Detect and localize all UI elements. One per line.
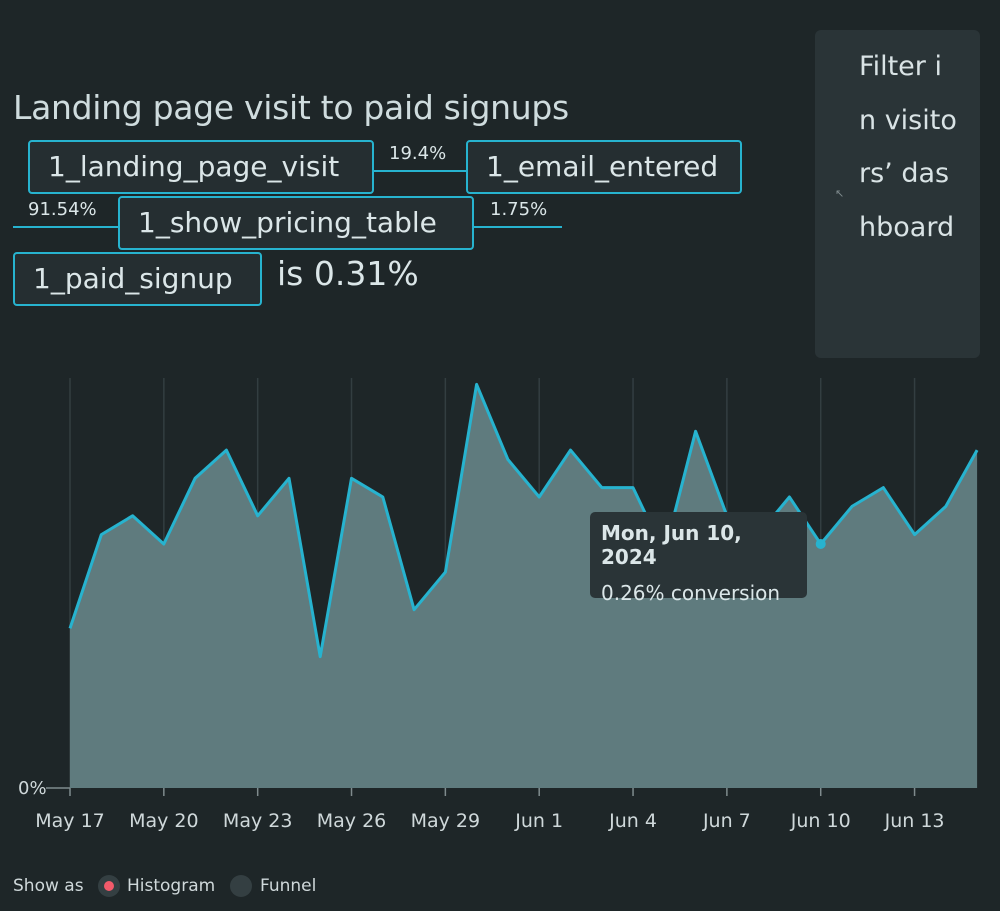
x-axis-label: May 17 (35, 810, 105, 832)
x-axis-label: Jun 13 (884, 810, 945, 832)
step-rate: 91.54% (28, 199, 97, 220)
x-axis-label: Jun 4 (608, 810, 657, 832)
step-rate: 1.75% (490, 199, 548, 220)
radio-funnel[interactable] (230, 875, 252, 897)
tooltip-value: 0.26% conversion (601, 581, 781, 605)
show-as-label: Show as (13, 876, 84, 896)
step-landing-page-visit[interactable]: 1_landing_page_visit (28, 140, 374, 194)
conversion-result: is 0.31% (277, 254, 419, 293)
conversion-line (68, 382, 979, 659)
y-axis-label: 0% (18, 778, 47, 799)
cursor-icon: ↖ (835, 187, 845, 200)
connector-line (374, 170, 466, 172)
chart-title: Landing page visit to paid signups (13, 88, 569, 127)
x-axis-label: May 20 (129, 810, 199, 832)
step-paid-signup[interactable]: 1_paid_signup (13, 252, 262, 306)
x-axis-label: May 23 (223, 810, 293, 832)
chart-points (69, 384, 978, 657)
step-rate: 19.4% (389, 143, 447, 164)
connector-line (13, 226, 118, 228)
chart-tooltip: Mon, Jun 10, 2024 0.26% conversion (590, 512, 807, 605)
x-axis-label: Jun 7 (702, 810, 751, 832)
highlight-point[interactable] (815, 538, 826, 549)
radio-histogram[interactable] (98, 875, 120, 897)
step-email-entered[interactable]: 1_email_entered (466, 140, 742, 194)
filter-panel[interactable]: ↖ Filter in visitors’ dashboard (815, 30, 980, 358)
radio-label-histogram: Histogram (127, 876, 216, 896)
conversion-area-chart[interactable]: 0% May 17 May 20 May 23 May 26 May 29 Jun 1 Ju… (0, 360, 1000, 840)
x-axis-labels: May 17 May 20 May 23 May 26 May 29 Jun 1 Jun 4… (35, 788, 945, 832)
x-axis-label: Jun 10 (790, 810, 851, 832)
connector-line (474, 226, 562, 228)
conversion-area (70, 384, 978, 788)
radio-label-funnel: Funnel (260, 876, 317, 896)
x-axis-label: May 26 (317, 810, 387, 832)
step-show-pricing-table[interactable]: 1_show_pricing_table (118, 196, 474, 250)
tooltip-date: Mon, Jun 10, 2024 (601, 521, 742, 569)
filter-panel-text: Filter in visitors’ dashboard (859, 51, 957, 243)
x-axis-label: May 29 (411, 810, 481, 832)
x-axis-label: Jun 1 (514, 810, 563, 832)
